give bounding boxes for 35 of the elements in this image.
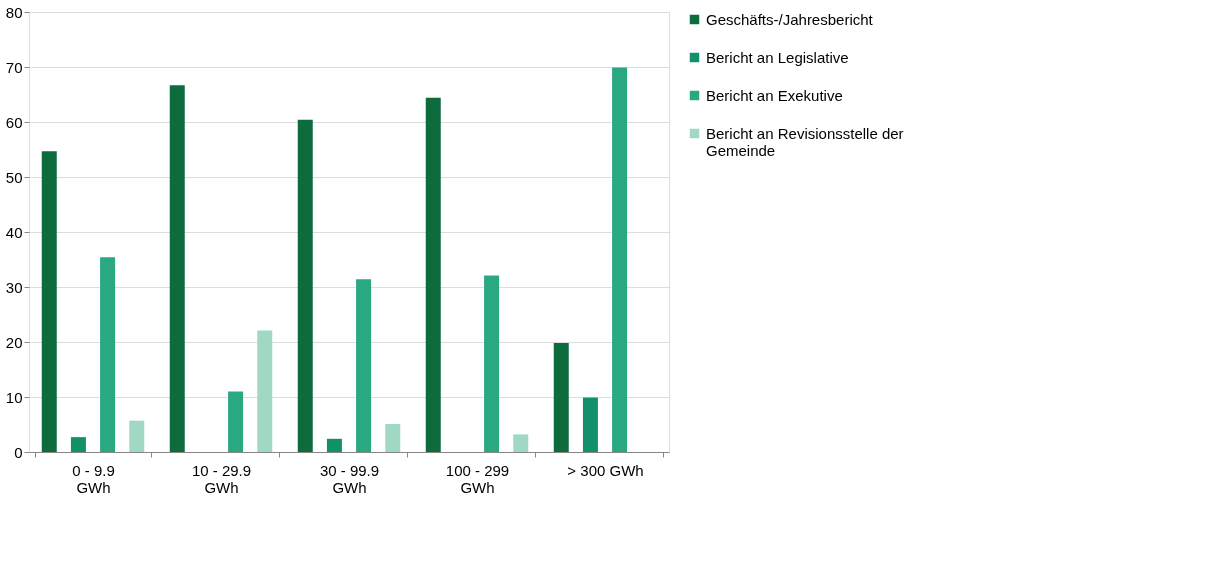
bar bbox=[385, 423, 401, 452]
x-tick-label: 0 - 9.9 GWh bbox=[72, 461, 115, 496]
bar bbox=[228, 391, 244, 452]
x-tick-label: 100 - 299 GWh bbox=[445, 461, 510, 496]
y-tick-label: 40 bbox=[5, 223, 23, 241]
legend-label: Bericht an Exekutive bbox=[706, 86, 843, 104]
bar bbox=[513, 434, 529, 452]
bar bbox=[169, 85, 185, 452]
bar bbox=[582, 397, 598, 452]
bar bbox=[100, 257, 116, 452]
y-tick-label: 50 bbox=[5, 168, 23, 186]
x-tick-label: > 300 GWh bbox=[567, 461, 644, 479]
legend-label: Bericht an Legislative bbox=[706, 48, 849, 66]
y-tick-label: 10 bbox=[5, 388, 23, 406]
bar bbox=[484, 275, 500, 452]
y-tick-label: 20 bbox=[5, 333, 23, 351]
legend-label: Geschäfts-/Jahresbericht bbox=[706, 10, 874, 28]
bar bbox=[129, 420, 145, 452]
bar bbox=[326, 438, 342, 452]
legend-label: Bericht an Revisionsstelle der Gemeinde bbox=[706, 124, 904, 159]
bar bbox=[425, 97, 441, 452]
x-tick-label: 10 - 29.9 GWh bbox=[191, 461, 252, 496]
y-tick-label: 0 bbox=[14, 443, 23, 461]
y-tick-label: 70 bbox=[5, 58, 23, 76]
y-tick-label: 80 bbox=[5, 3, 23, 21]
bar bbox=[553, 343, 569, 452]
x-tick-label: 30 - 99.9 GWh bbox=[319, 461, 380, 496]
bar bbox=[356, 279, 372, 452]
bar bbox=[41, 151, 57, 452]
y-tick-label: 60 bbox=[5, 113, 23, 131]
bar bbox=[297, 119, 313, 452]
bar bbox=[612, 67, 628, 452]
bar bbox=[70, 437, 86, 452]
y-tick-label: 30 bbox=[5, 278, 23, 296]
bar bbox=[257, 330, 273, 452]
